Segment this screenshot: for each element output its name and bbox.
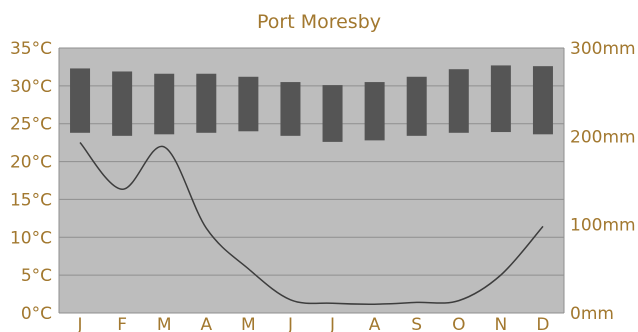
gridlines (58, 47, 565, 314)
x-tick-label: N (495, 315, 508, 332)
temp-bar (70, 68, 91, 133)
left-tick-label: 20°C (10, 153, 52, 173)
left-tick-label: 5°C (21, 266, 52, 286)
left-tick-label: 30°C (10, 77, 52, 97)
left-axis-ticks: 0°C 5°C 10°C 15°C 20°C 25°C 30°C 35°C (10, 39, 52, 324)
right-tick-label: 200mm (570, 127, 636, 147)
temp-bar (196, 73, 217, 133)
temp-bar (406, 76, 427, 136)
x-tick-label: M (241, 315, 256, 332)
left-tick-label: 10°C (10, 228, 52, 248)
x-tick-label: J (77, 315, 83, 332)
right-tick-label: 100mm (570, 216, 636, 236)
temp-bar (322, 85, 343, 142)
x-tick-label: O (452, 315, 465, 332)
x-tick-label: D (536, 315, 549, 332)
right-axis-ticks: 0mm 100mm 200mm 300mm (570, 39, 636, 324)
precipitation-line (79, 141, 544, 305)
temp-bar (280, 82, 301, 136)
x-tick-label: S (411, 315, 422, 332)
temp-bar (154, 73, 175, 135)
right-tick-label: 300mm (570, 39, 636, 59)
chart-title: Port Moresby (257, 11, 381, 33)
left-tick-label: 15°C (10, 190, 52, 210)
left-tick-label: 35°C (10, 39, 52, 59)
x-tick-label: A (200, 315, 212, 332)
temp-bar (490, 65, 511, 133)
plot-area (59, 48, 564, 313)
x-tick-label: F (117, 315, 127, 332)
temp-bar (448, 69, 469, 133)
temperature-bars (70, 65, 553, 142)
temp-bar (112, 71, 133, 136)
temp-bar (364, 82, 385, 141)
left-tick-label: 25°C (10, 115, 52, 135)
x-tick-label: J (329, 315, 335, 332)
x-tick-label: J (287, 315, 293, 332)
left-tick-label: 0°C (21, 304, 52, 324)
temp-bar (532, 66, 553, 135)
x-tick-label: M (157, 315, 172, 332)
right-tick-label: 0mm (570, 304, 614, 324)
x-tick-label: A (369, 315, 381, 332)
temp-bar (238, 76, 259, 132)
